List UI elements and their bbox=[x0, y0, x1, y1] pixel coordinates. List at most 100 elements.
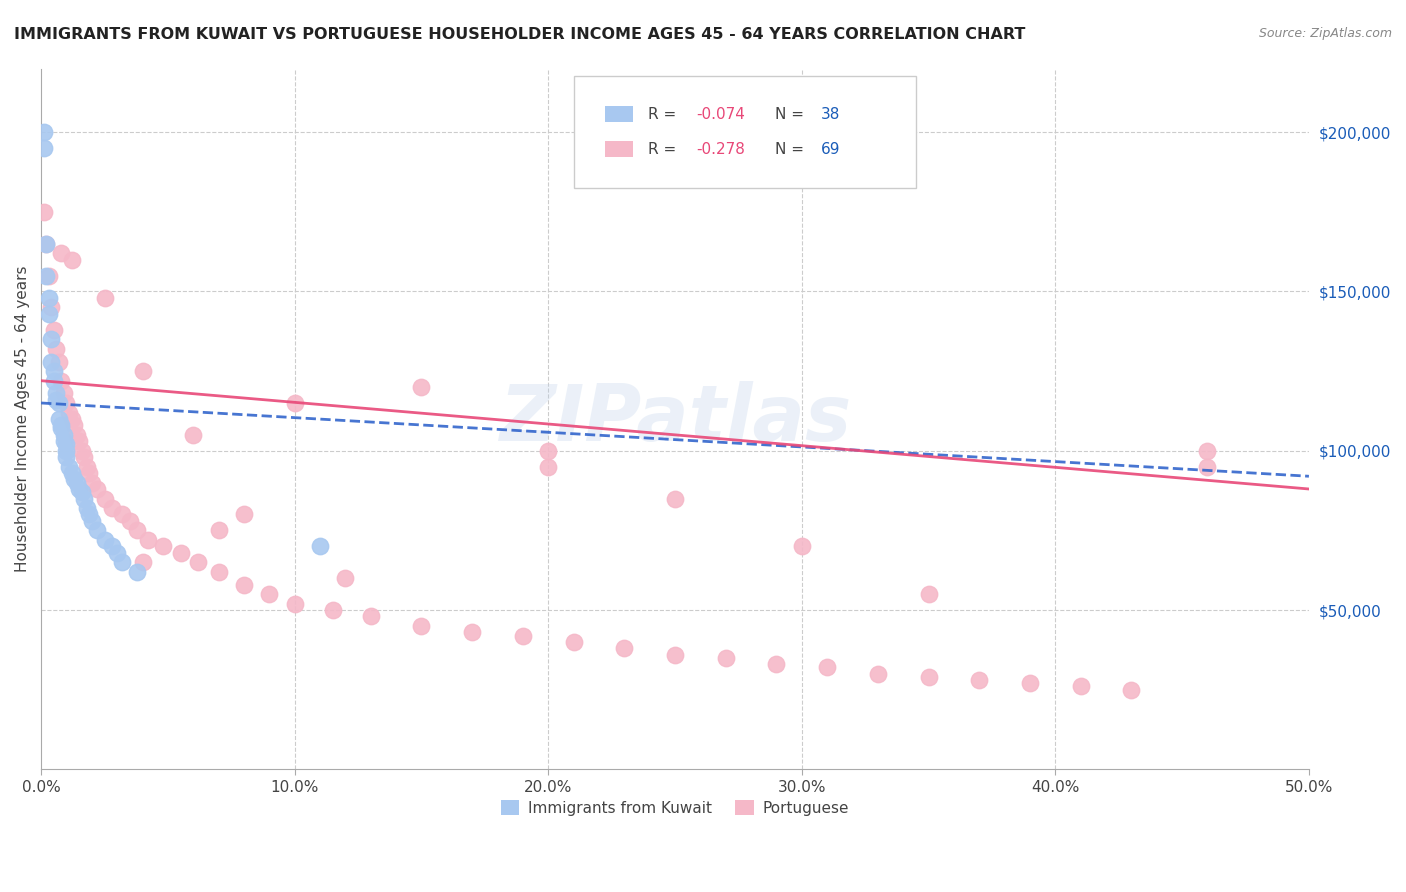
Point bbox=[58, 459, 80, 474]
Point bbox=[79, 508, 101, 522]
Point bbox=[93, 533, 115, 547]
Point bbox=[55, 396, 77, 410]
Point bbox=[80, 475, 103, 490]
Point bbox=[60, 412, 83, 426]
Point bbox=[127, 565, 149, 579]
Point bbox=[322, 603, 344, 617]
Point bbox=[284, 597, 307, 611]
FancyBboxPatch shape bbox=[574, 76, 915, 187]
Point bbox=[35, 236, 58, 251]
Point bbox=[70, 485, 93, 500]
Point bbox=[65, 475, 87, 490]
Point bbox=[63, 418, 86, 433]
Point bbox=[169, 546, 191, 560]
Point bbox=[1121, 682, 1143, 697]
Point bbox=[118, 514, 141, 528]
Text: -0.074: -0.074 bbox=[696, 106, 745, 121]
Legend: Immigrants from Kuwait, Portuguese: Immigrants from Kuwait, Portuguese bbox=[492, 790, 859, 825]
Point bbox=[38, 268, 60, 283]
Point bbox=[52, 434, 75, 449]
Point bbox=[111, 508, 134, 522]
Text: R =: R = bbox=[648, 106, 682, 121]
Point bbox=[1070, 680, 1092, 694]
Text: ZIPatlas: ZIPatlas bbox=[499, 381, 851, 457]
Point bbox=[131, 364, 153, 378]
Point bbox=[39, 332, 62, 346]
Point bbox=[51, 421, 73, 435]
Point bbox=[233, 577, 256, 591]
Point bbox=[45, 342, 67, 356]
Point bbox=[1197, 443, 1219, 458]
Point bbox=[917, 670, 939, 684]
Point bbox=[360, 609, 382, 624]
Point bbox=[35, 268, 58, 283]
Point bbox=[67, 434, 90, 449]
Text: R =: R = bbox=[648, 142, 682, 157]
Point bbox=[233, 508, 256, 522]
Point bbox=[39, 301, 62, 315]
Point bbox=[51, 418, 73, 433]
Point bbox=[51, 246, 73, 260]
Point bbox=[93, 291, 115, 305]
Point bbox=[537, 459, 560, 474]
Point bbox=[32, 205, 55, 219]
Point bbox=[136, 533, 159, 547]
Point bbox=[181, 427, 204, 442]
FancyBboxPatch shape bbox=[605, 142, 633, 157]
Point bbox=[32, 141, 55, 155]
Point bbox=[42, 323, 65, 337]
Y-axis label: Householder Income Ages 45 - 64 years: Householder Income Ages 45 - 64 years bbox=[15, 266, 30, 572]
Point bbox=[80, 514, 103, 528]
Point bbox=[42, 374, 65, 388]
Text: N =: N = bbox=[775, 142, 808, 157]
Point bbox=[48, 412, 70, 426]
Text: N =: N = bbox=[775, 106, 808, 121]
Point bbox=[65, 427, 87, 442]
Point bbox=[38, 291, 60, 305]
Point bbox=[73, 491, 96, 506]
Point bbox=[76, 459, 98, 474]
Point bbox=[51, 374, 73, 388]
Point bbox=[207, 524, 229, 538]
Point bbox=[917, 587, 939, 601]
Point bbox=[55, 437, 77, 451]
Point bbox=[60, 466, 83, 480]
Point bbox=[664, 648, 686, 662]
Point bbox=[259, 587, 281, 601]
Point bbox=[613, 641, 636, 656]
Point bbox=[60, 252, 83, 267]
Point bbox=[411, 619, 433, 633]
Point bbox=[512, 628, 534, 642]
Point bbox=[127, 524, 149, 538]
Point bbox=[93, 491, 115, 506]
Point bbox=[1019, 676, 1042, 690]
Point bbox=[411, 380, 433, 394]
Point bbox=[86, 482, 108, 496]
FancyBboxPatch shape bbox=[605, 106, 633, 122]
Text: 69: 69 bbox=[821, 142, 841, 157]
Point bbox=[967, 673, 990, 687]
Point bbox=[38, 307, 60, 321]
Point bbox=[111, 555, 134, 569]
Point bbox=[461, 625, 484, 640]
Point bbox=[63, 472, 86, 486]
Point bbox=[76, 501, 98, 516]
Point bbox=[55, 443, 77, 458]
Point bbox=[664, 491, 686, 506]
Point bbox=[309, 539, 332, 553]
Point bbox=[765, 657, 787, 672]
Point bbox=[42, 364, 65, 378]
Point bbox=[52, 427, 75, 442]
Text: IMMIGRANTS FROM KUWAIT VS PORTUGUESE HOUSEHOLDER INCOME AGES 45 - 64 YEARS CORRE: IMMIGRANTS FROM KUWAIT VS PORTUGUESE HOU… bbox=[14, 27, 1025, 42]
Point bbox=[105, 546, 128, 560]
Point bbox=[187, 555, 209, 569]
Point bbox=[152, 539, 174, 553]
Point bbox=[86, 524, 108, 538]
Point bbox=[52, 386, 75, 401]
Text: Source: ZipAtlas.com: Source: ZipAtlas.com bbox=[1258, 27, 1392, 40]
Point bbox=[207, 565, 229, 579]
Point bbox=[284, 396, 307, 410]
Point bbox=[73, 450, 96, 464]
Point bbox=[79, 466, 101, 480]
Point bbox=[67, 482, 90, 496]
